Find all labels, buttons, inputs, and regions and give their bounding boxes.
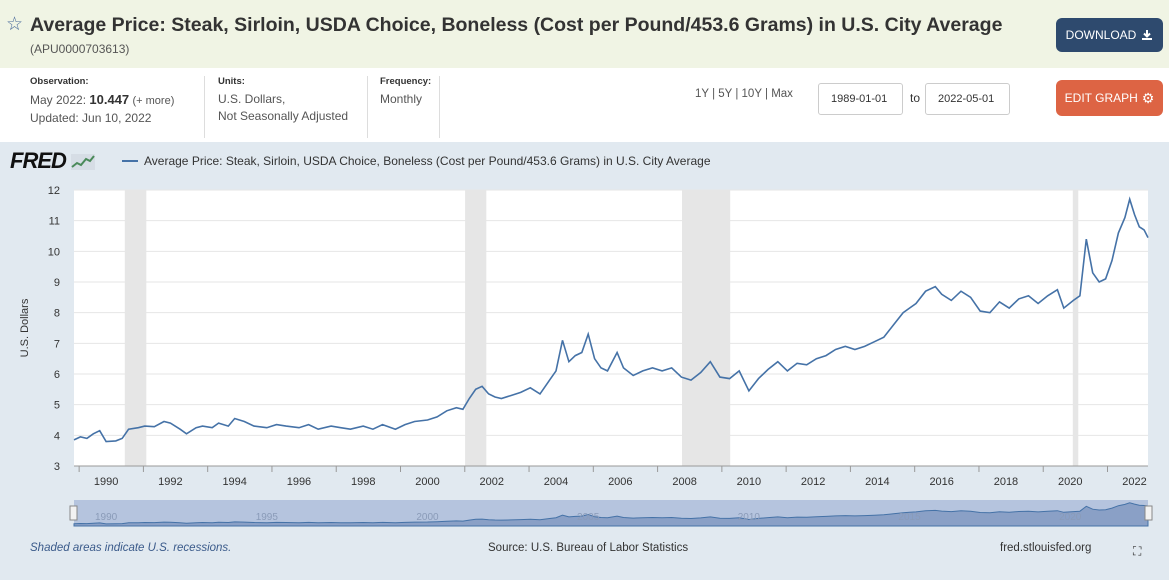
edit-graph-label: EDIT GRAPH bbox=[1064, 91, 1138, 105]
line-chart: 3 4 5 6 7 8 9 10 11 12 1990 1992 1994 1996 1998 2000 20… bbox=[19, 185, 1153, 527]
frequency-block: Frequency: Monthly bbox=[380, 76, 440, 138]
recession-band bbox=[682, 190, 731, 466]
end-date-input[interactable] bbox=[925, 83, 1010, 115]
to-label: to bbox=[910, 91, 921, 105]
plot-area bbox=[74, 190, 1148, 466]
download-label: DOWNLOAD bbox=[1065, 28, 1137, 42]
x-tick-label: 2022 bbox=[1122, 476, 1146, 488]
x-tick-label: 2020 bbox=[1058, 476, 1082, 488]
navigator-label: 2005 bbox=[577, 512, 600, 523]
source-note: Source: U.S. Bureau of Labor Statistics bbox=[488, 542, 689, 554]
x-tick-label: 1996 bbox=[287, 476, 311, 488]
units-line1: U.S. Dollars, bbox=[218, 92, 286, 106]
range-max[interactable]: Max bbox=[771, 88, 793, 100]
units-line2: Not Seasonally Adjusted bbox=[218, 109, 349, 123]
navigator[interactable]: 1990 1995 2000 2005 2010 2015 2020 bbox=[69, 500, 1153, 527]
x-tick-label: 2006 bbox=[608, 476, 632, 488]
site-link[interactable]: fred.stlouisfed.org bbox=[1000, 542, 1092, 554]
download-icon bbox=[1142, 30, 1153, 40]
recession-band bbox=[465, 190, 487, 466]
navigator-label: 2000 bbox=[416, 512, 439, 523]
fred-logo: FRED bbox=[10, 148, 96, 174]
navigator-label: 2015 bbox=[898, 512, 921, 523]
fred-logo-text: FRED bbox=[10, 148, 67, 173]
title-bar: ☆ Average Price: Steak, Sirloin, USDA Ch… bbox=[0, 0, 1169, 68]
download-button[interactable]: DOWNLOAD bbox=[1056, 18, 1163, 52]
chart-legend: Average Price: Steak, Sirloin, USDA Choi… bbox=[122, 154, 711, 168]
y-axis-label: U.S. Dollars bbox=[19, 298, 31, 357]
y-tick-label: 6 bbox=[54, 369, 60, 381]
x-tick-label: 1998 bbox=[351, 476, 375, 488]
observation-label: Observation: bbox=[30, 76, 89, 87]
x-tick-label: 1990 bbox=[94, 476, 118, 488]
x-tick-label: 2004 bbox=[544, 476, 568, 488]
range-10y[interactable]: 10Y bbox=[741, 88, 762, 100]
y-tick-label: 8 bbox=[54, 308, 60, 320]
series-id: (APU0000703613) bbox=[30, 42, 130, 56]
range-1y[interactable]: 1Y bbox=[695, 88, 709, 100]
observation-block: Observation: May 2022: 10.447 (+ more) U… bbox=[30, 76, 205, 138]
y-tick-label: 9 bbox=[54, 277, 60, 289]
navigator-label: 2020 bbox=[1059, 512, 1082, 523]
y-tick-label: 4 bbox=[54, 430, 60, 442]
x-tick-label: 1994 bbox=[222, 476, 246, 488]
fullscreen-icon[interactable]: ⛶ bbox=[1133, 544, 1142, 558]
legend-line-swatch bbox=[122, 160, 138, 162]
y-tick-label: 7 bbox=[54, 338, 60, 350]
navigator-label: 2010 bbox=[738, 512, 761, 523]
series-line bbox=[73, 196, 1149, 443]
range-selector: 1Y | 5Y | 10Y | Max bbox=[695, 88, 793, 100]
chart-panel: FRED Average Price: Steak, Sirloin, USDA… bbox=[0, 142, 1169, 580]
recession-note: Shaded areas indicate U.S. recessions. bbox=[30, 542, 232, 554]
series-title: Average Price: Steak, Sirloin, USDA Choi… bbox=[30, 14, 1003, 36]
x-tick-label: 2000 bbox=[415, 476, 439, 488]
x-tick-label: 2016 bbox=[929, 476, 953, 488]
x-tick-label: 1992 bbox=[158, 476, 182, 488]
recession-band bbox=[1072, 190, 1079, 466]
x-tick-label: 2002 bbox=[480, 476, 504, 488]
updated-date: Updated: Jun 10, 2022 bbox=[30, 111, 152, 125]
units-label: Units: bbox=[218, 76, 245, 87]
x-tick-label: 2008 bbox=[672, 476, 696, 488]
units-block: Units: U.S. Dollars, Not Seasonally Adju… bbox=[218, 76, 368, 138]
gear-icon: ⚙ bbox=[1141, 89, 1155, 106]
navigator-right-handle[interactable] bbox=[1144, 505, 1153, 521]
x-tick-label: 2012 bbox=[801, 476, 825, 488]
y-tick-label: 10 bbox=[48, 246, 60, 258]
more-link[interactable]: (+ more) bbox=[132, 95, 175, 107]
legend-label: Average Price: Steak, Sirloin, USDA Choi… bbox=[144, 154, 711, 168]
x-tick-label: 2014 bbox=[865, 476, 889, 488]
y-tick-label: 12 bbox=[48, 185, 60, 197]
navigator-left-handle[interactable] bbox=[69, 505, 78, 521]
frequency-value: Monthly bbox=[380, 92, 423, 106]
navigator-label: 1990 bbox=[95, 512, 118, 523]
observation-date: May 2022: bbox=[30, 93, 87, 107]
fred-logo-chart-icon bbox=[71, 154, 96, 171]
page-title: ☆ Average Price: Steak, Sirloin, USDA Ch… bbox=[6, 14, 1030, 60]
star-outline-icon[interactable]: ☆ bbox=[6, 14, 24, 35]
recession-band bbox=[124, 190, 147, 466]
range-5y[interactable]: 5Y bbox=[718, 88, 733, 100]
x-tick-label: 2010 bbox=[737, 476, 761, 488]
edit-graph-button[interactable]: EDIT GRAPH ⚙ bbox=[1056, 80, 1163, 116]
navigator-label: 1995 bbox=[256, 512, 279, 523]
start-date-input[interactable] bbox=[818, 83, 903, 115]
x-tick-label: 2018 bbox=[994, 476, 1018, 488]
observation-value: 10.447 bbox=[89, 92, 130, 107]
y-tick-label: 3 bbox=[54, 461, 60, 473]
y-tick-label: 5 bbox=[54, 400, 60, 412]
frequency-label: Frequency: bbox=[380, 76, 432, 87]
y-tick-label: 11 bbox=[49, 216, 60, 228]
navigator-series bbox=[73, 502, 1149, 527]
